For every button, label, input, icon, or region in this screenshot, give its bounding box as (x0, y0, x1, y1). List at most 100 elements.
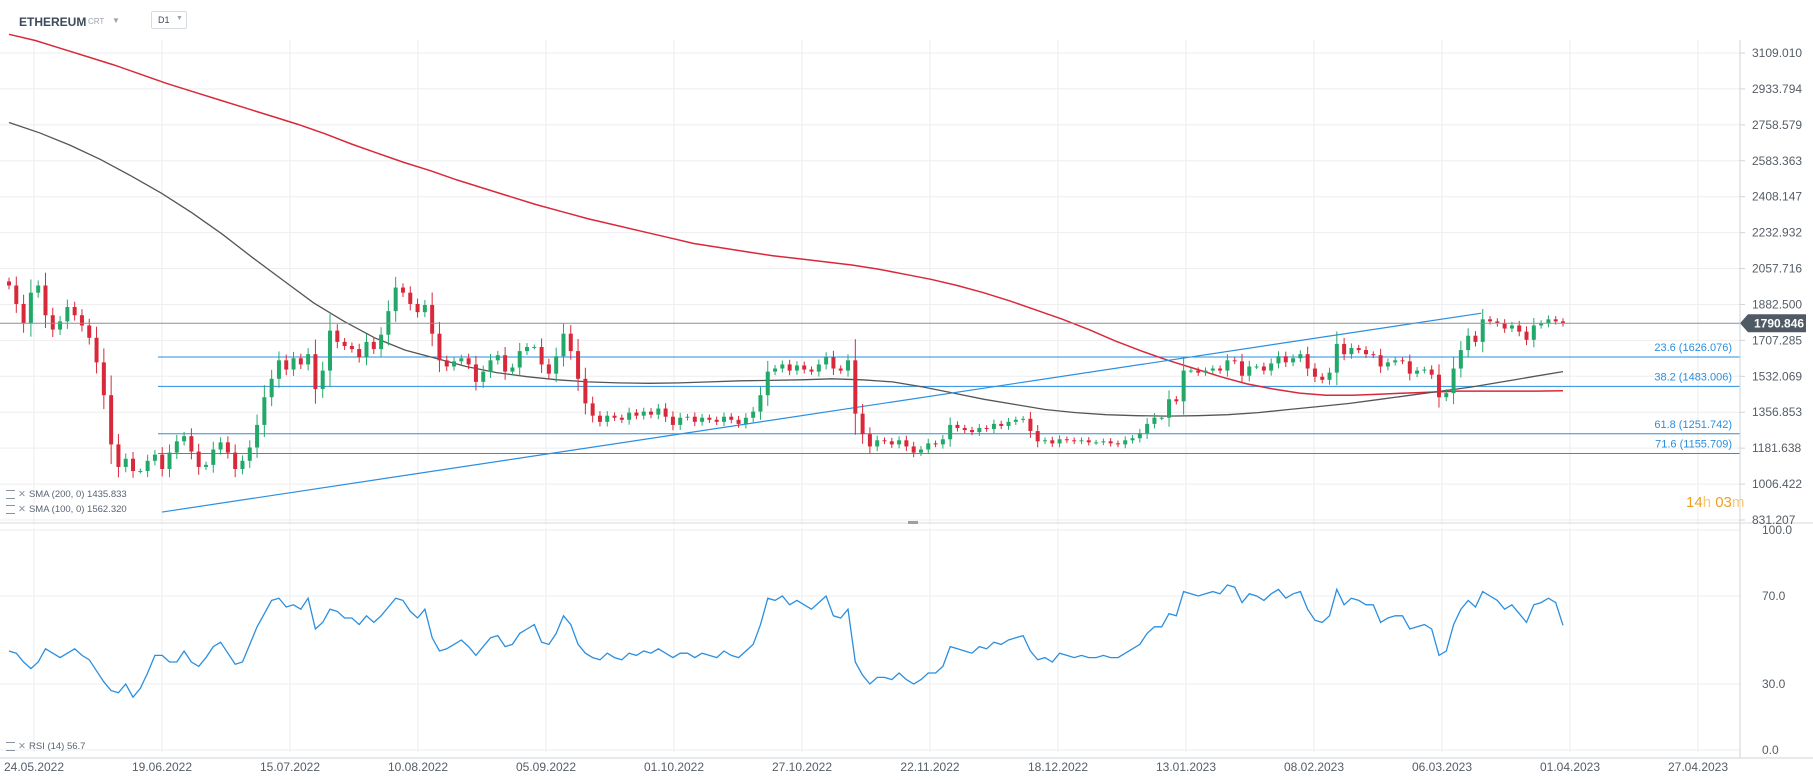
candle-body (87, 325, 92, 338)
fib-level-label: 61.8 (1251.742) (1654, 419, 1732, 431)
close-icon[interactable]: ✕ (18, 489, 26, 500)
candle-body (1115, 443, 1120, 445)
candle-body (1385, 362, 1390, 367)
candle-body (663, 408, 668, 417)
candle-body (247, 447, 252, 461)
candle-body (276, 360, 281, 379)
candle-body (641, 411, 646, 416)
candle-body (918, 449, 923, 453)
candle-body (1108, 441, 1113, 444)
candle-body (1553, 319, 1558, 322)
candle-body (875, 440, 880, 447)
candle-body (780, 364, 785, 369)
rsi-y-tick-label: 30.0 (1762, 677, 1786, 691)
candle-body (619, 417, 624, 420)
candle-body (342, 341, 347, 346)
countdown-hours: 14 (1686, 494, 1703, 511)
y-tick-label: 1181.638 (1752, 441, 1801, 455)
sma100-legend-text: SMA (100, 0) 1562.320 (28, 504, 127, 515)
trendline-layer[interactable] (161, 312, 1482, 513)
candle-body (1254, 366, 1259, 368)
list-icon[interactable] (6, 489, 15, 499)
candle-body (597, 415, 602, 422)
countdown-minutes: 03 (1715, 494, 1732, 511)
candle-body (721, 416, 726, 422)
candle-body (364, 341, 369, 358)
candle-body (1422, 369, 1427, 371)
x-tick-label: 27.10.2022 (772, 760, 832, 774)
candle-body (1196, 370, 1201, 373)
x-tick-label: 24.05.2022 (4, 760, 64, 774)
rsi-legend[interactable]: ✕ RSI (14) 56.7 (6, 741, 85, 752)
candle-body (1130, 438, 1135, 441)
candle-body (495, 355, 500, 361)
candle-body (1210, 368, 1215, 371)
candle-body (984, 427, 989, 430)
candles-layer (7, 272, 1565, 478)
last-price-layer: 1790.846 (0, 314, 1806, 333)
close-icon[interactable]: ✕ (18, 741, 26, 752)
candle-body (43, 285, 48, 316)
x-tick-label: 06.03.2023 (1412, 760, 1472, 774)
candle-body (692, 416, 697, 422)
y-tick-label: 1707.285 (1752, 333, 1802, 347)
timeframe-select[interactable]: D1 ▼ (151, 11, 187, 29)
x-tick-label: 22.11.2022 (900, 760, 959, 774)
candle-body (1276, 356, 1281, 364)
candle-body (867, 434, 872, 447)
candle-body (649, 411, 654, 415)
candle-body (1495, 321, 1500, 324)
candle-body (1378, 355, 1383, 367)
y-tick-label: 2057.716 (1752, 262, 1802, 276)
candle-body (1043, 440, 1047, 442)
candle-body (1480, 319, 1485, 342)
candle-countdown: 14h 03m (1686, 494, 1744, 511)
candle-body (1145, 423, 1150, 434)
candle-body (517, 351, 522, 368)
y-tick-label: 2232.932 (1752, 226, 1802, 240)
candle-body (1137, 433, 1142, 439)
candle-body (1167, 399, 1172, 418)
candle-body (79, 315, 84, 326)
sma200-legend[interactable]: ✕ SMA (200, 0) 1435.833 (6, 489, 127, 500)
candle-body (1203, 370, 1208, 373)
candle-body (743, 417, 748, 424)
symbol-name[interactable]: ETHEREUM (19, 15, 87, 29)
candle-body (1086, 440, 1091, 443)
candle-body (1174, 399, 1179, 402)
candle-body (1283, 356, 1288, 363)
y-tick-label: 1006.422 (1752, 477, 1802, 491)
candle-body (1013, 419, 1018, 422)
candle-body (269, 378, 274, 398)
candle-body (415, 303, 420, 313)
candle-body (72, 307, 77, 316)
candle-body (225, 442, 230, 453)
x-tick-label: 10.08.2022 (388, 760, 448, 774)
y-tick-label: 831.207 (1752, 513, 1796, 527)
candle-body (576, 351, 581, 379)
y-tick-label: 1356.853 (1752, 405, 1802, 419)
candle-body (28, 292, 33, 324)
candle-body (262, 397, 267, 425)
candle-body (860, 413, 865, 435)
list-icon[interactable] (6, 504, 15, 514)
candle-body (58, 321, 63, 330)
candle-body (466, 358, 471, 365)
candle-body (1006, 421, 1011, 426)
sma100-legend[interactable]: ✕ SMA (100, 0) 1562.320 (6, 504, 127, 515)
candle-body (809, 369, 814, 372)
chevron-down-icon[interactable]: ▼ (112, 16, 120, 25)
candle-body (546, 364, 551, 374)
y-tick-label: 2758.579 (1752, 118, 1802, 132)
list-icon[interactable] (6, 741, 15, 751)
candle-body (328, 330, 333, 371)
candle-body (174, 441, 179, 453)
candle-body (1312, 368, 1317, 377)
candle-body (824, 357, 829, 365)
candle-body (1021, 418, 1026, 420)
close-icon[interactable]: ✕ (18, 504, 26, 515)
axes: 3109.010 2933.794 2758.579 2583.363 2408.147… (0, 40, 1813, 774)
candle-body (962, 427, 967, 431)
candle-body (1364, 350, 1369, 355)
